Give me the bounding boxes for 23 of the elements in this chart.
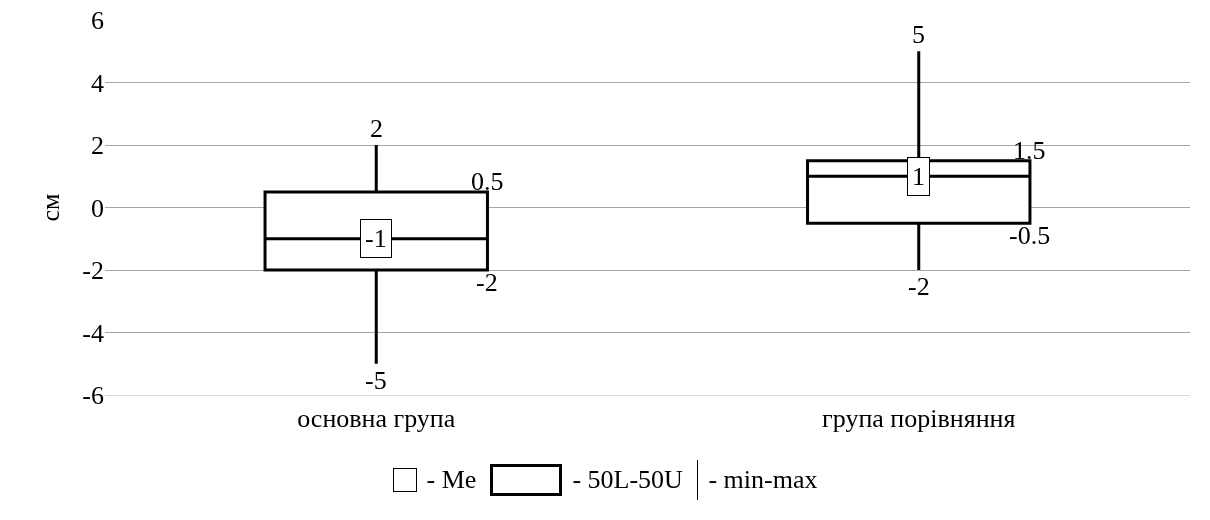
- text: - 50L-50U: [572, 465, 683, 495]
- annotation: -2: [476, 268, 498, 297]
- annotation: 1: [912, 162, 925, 191]
- annotation: 5: [912, 20, 925, 49]
- annotation: -5: [365, 366, 387, 395]
- x-tick-label: група порівняння: [822, 404, 1016, 434]
- annotation: 1.5: [1013, 136, 1046, 165]
- y-tick-label: -2: [82, 256, 104, 286]
- text: - Me: [426, 465, 477, 495]
- annotation: -1: [365, 224, 387, 253]
- annotation: -0.5: [1009, 221, 1051, 250]
- y-tick-label: 4: [91, 68, 104, 98]
- y-tick-label: 2: [91, 131, 104, 161]
- x-tick-label: основна група: [297, 404, 456, 434]
- y-tick-label: -6: [82, 381, 104, 411]
- y-tick-label: 0: [91, 193, 104, 223]
- annotation: 0.5: [471, 167, 504, 196]
- y-tick-label: -4: [82, 318, 104, 348]
- annotation: 2: [370, 114, 383, 143]
- y-axis-title: см: [35, 193, 65, 222]
- annotation: -2: [908, 272, 930, 301]
- y-tick-label: 6: [91, 6, 104, 36]
- text: - min-max: [708, 465, 818, 495]
